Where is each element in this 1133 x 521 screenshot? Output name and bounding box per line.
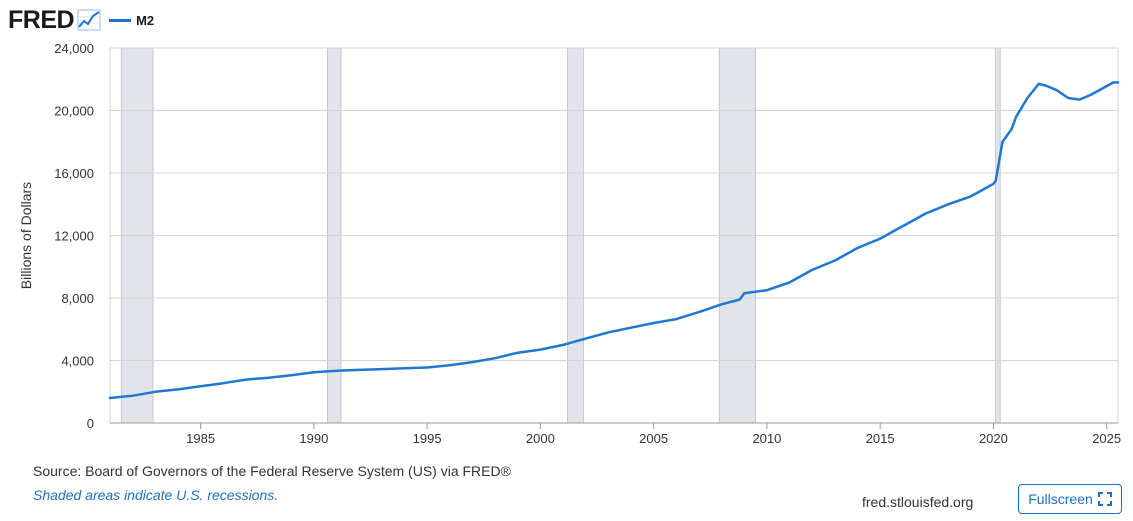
legend-label: M2 [136, 12, 155, 28]
data-point [584, 337, 587, 340]
data-point [1015, 115, 1017, 118]
x-tick-label: 1995 [413, 431, 442, 446]
data-point [1044, 84, 1047, 87]
fullscreen-button[interactable]: Fullscreen [1018, 484, 1122, 514]
data-point [1037, 83, 1040, 85]
data-point [766, 289, 768, 291]
data-point [222, 382, 225, 384]
y-tick-label: 4,000 [61, 354, 94, 369]
data-point [1117, 81, 1119, 84]
data-point [335, 369, 338, 372]
data-point [290, 374, 293, 377]
y-tick-label: 16,000 [54, 166, 94, 181]
data-point [879, 237, 881, 240]
site-link[interactable]: fred.stlouisfed.org [862, 494, 974, 510]
data-point [1090, 94, 1092, 96]
data-point [1056, 89, 1058, 91]
data-point [1001, 140, 1004, 143]
legend[interactable]: M2 [109, 13, 154, 28]
data-point [199, 385, 202, 388]
data-point [1101, 87, 1103, 90]
x-tick-label: 2010 [752, 431, 781, 446]
chart-header: FRED M2 [8, 6, 154, 34]
data-point [358, 369, 360, 371]
data-point [154, 390, 157, 393]
data-point [811, 269, 814, 271]
data-point [698, 311, 700, 313]
data-point [992, 183, 995, 185]
fred-logo[interactable]: FRED [8, 5, 75, 34]
data-point [902, 225, 904, 227]
data-point [856, 247, 859, 249]
data-point [177, 388, 179, 391]
data-point [245, 378, 247, 381]
data-point [313, 371, 315, 374]
data-point [834, 259, 836, 262]
data-point [630, 326, 632, 329]
y-tick-label: 8,000 [61, 291, 94, 306]
y-tick-label: 12,000 [54, 229, 94, 244]
legend-swatch [109, 18, 132, 22]
data-point [1026, 97, 1029, 99]
recession-note: Shaded areas indicate U.S. recessions. [33, 487, 279, 503]
line-graph-icon [77, 9, 101, 31]
data-point [743, 292, 746, 295]
data-point [607, 331, 610, 334]
data-point [267, 376, 270, 379]
data-point [426, 366, 428, 369]
data-point [131, 394, 134, 397]
y-axis-title: Billions of Dollars [18, 182, 34, 289]
data-point [788, 281, 791, 284]
data-point [1010, 128, 1013, 131]
m2-chart: Billions of Dollars 0 4,000 8,000 12,000 16,… [18, 41, 1121, 446]
fullscreen-label: Fullscreen [1028, 491, 1093, 507]
data-point [994, 180, 997, 182]
data-point [720, 303, 723, 306]
data-point [738, 298, 741, 301]
data-point [516, 351, 519, 354]
data-point [539, 348, 542, 351]
data-point [494, 357, 496, 359]
data-point [675, 318, 678, 320]
data-point [652, 322, 655, 324]
x-tick-label: 1990 [299, 431, 328, 446]
expand-icon [1097, 492, 1112, 506]
source-text: Source: Board of Governors of the Federa… [33, 463, 511, 479]
x-tick-label: 2000 [526, 431, 555, 446]
data-point [448, 364, 451, 366]
data-point [1067, 97, 1069, 99]
data-point [562, 344, 564, 346]
x-tick-label: 2005 [639, 431, 668, 446]
x-tick-label: 2025 [1092, 431, 1121, 446]
data-point [471, 361, 474, 363]
x-tick-label: 2015 [866, 431, 895, 446]
y-tick-label: 24,000 [54, 41, 94, 56]
x-tick-label: 2020 [979, 431, 1008, 446]
data-point [381, 368, 383, 370]
data-point [1112, 81, 1115, 84]
data-point [1078, 98, 1081, 101]
x-tick-label: 1985 [186, 431, 215, 446]
data-point [403, 367, 406, 370]
data-point [969, 195, 972, 198]
y-tick-label: 0 [87, 416, 94, 431]
y-tick-label: 20,000 [54, 104, 94, 119]
data-point [924, 212, 927, 215]
data-point [947, 203, 949, 206]
data-point [109, 397, 111, 399]
series-line-m2 [108, 81, 1120, 400]
